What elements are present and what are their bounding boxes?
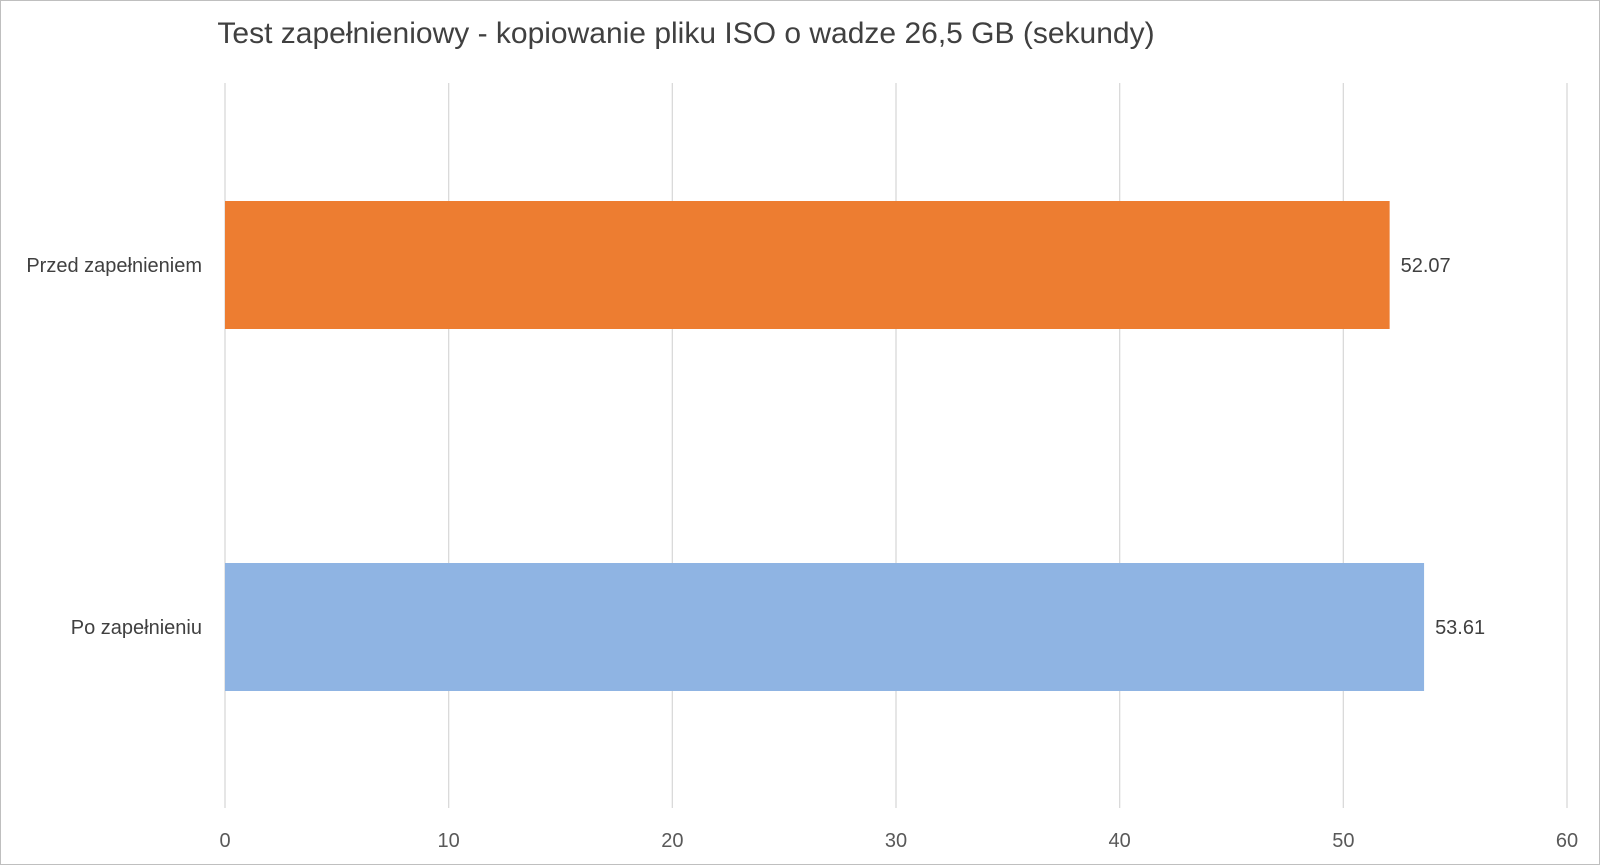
bar [225,563,1425,691]
x-tick-label: 10 [438,830,460,852]
category-label: Po zapełnieniu [71,617,202,639]
x-tick-label: 50 [1332,830,1354,852]
x-tick-label: 40 [1109,830,1131,852]
bar [225,201,1390,329]
gridlines [224,83,1568,808]
data-label: 53.61 [1435,617,1485,639]
x-tick-label: 20 [661,830,683,852]
category-label: Przed zapełnieniem [26,255,202,277]
chart-title: Test zapełnieniowy - kopiowanie pliku IS… [217,17,1155,50]
x-tick-label: 0 [219,830,230,852]
bars [225,201,1425,691]
data-label: 52.07 [1401,255,1451,277]
x-tick-label: 60 [1556,830,1578,852]
x-tick-label: 30 [885,830,907,852]
labels: 0 10 20 30 40 50 60 Przed zapełnieniem 52.07 Po z… [26,255,1578,852]
